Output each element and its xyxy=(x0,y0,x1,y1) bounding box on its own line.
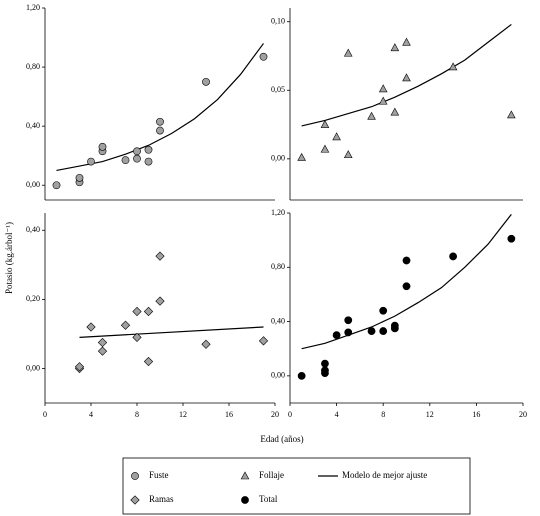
point xyxy=(202,77,210,86)
point xyxy=(378,96,388,105)
point xyxy=(448,62,458,71)
point xyxy=(321,359,329,368)
point xyxy=(378,84,388,93)
point xyxy=(98,142,107,151)
point xyxy=(390,321,399,330)
x-tick-label: 12 xyxy=(426,410,434,419)
point xyxy=(155,296,165,306)
point xyxy=(52,181,61,190)
x-tick-label: 4 xyxy=(89,410,93,419)
x-tick-label: 0 xyxy=(43,410,47,419)
point xyxy=(402,256,411,265)
point xyxy=(390,107,400,116)
point xyxy=(367,327,376,335)
point xyxy=(144,145,153,154)
point xyxy=(320,144,330,153)
legend-box xyxy=(122,457,471,515)
fit-line xyxy=(301,23,512,127)
point xyxy=(97,346,108,356)
point xyxy=(121,156,130,165)
point xyxy=(332,331,341,340)
fit-line xyxy=(56,43,264,172)
x-tick-label: 20 xyxy=(519,410,527,419)
legend-label: Total xyxy=(259,494,278,504)
point xyxy=(143,356,154,367)
x-tick-label: 8 xyxy=(135,410,139,419)
y-tick-label: 1,20 xyxy=(271,208,285,217)
point xyxy=(379,327,388,335)
legend-label: Fuste xyxy=(149,470,169,480)
point xyxy=(507,110,516,119)
point xyxy=(402,282,411,291)
point xyxy=(258,336,269,346)
legend-label: Follaje xyxy=(259,470,284,480)
point xyxy=(144,157,153,166)
legend-marker xyxy=(131,472,139,480)
y-tick-label: 0,40 xyxy=(271,316,285,325)
x-axis-label: Edad (años) xyxy=(260,434,303,444)
fit-line xyxy=(301,213,512,350)
legend-marker xyxy=(240,471,250,480)
point xyxy=(449,252,457,261)
point xyxy=(156,126,164,135)
x-tick-label: 12 xyxy=(179,410,187,419)
point xyxy=(332,132,341,141)
x-tick-label: 16 xyxy=(472,410,480,419)
point xyxy=(402,37,411,46)
point xyxy=(343,48,353,57)
point xyxy=(321,366,329,375)
y-tick-label: 0,80 xyxy=(26,62,40,71)
point xyxy=(74,362,85,372)
point xyxy=(86,322,96,332)
x-tick-label: 0 xyxy=(288,410,292,419)
y-tick-label: 0,40 xyxy=(26,225,40,234)
point xyxy=(343,150,353,159)
point xyxy=(97,337,108,348)
fit-line xyxy=(79,326,264,338)
point xyxy=(379,306,388,315)
y-tick-label: 0,00 xyxy=(271,154,285,163)
y-tick-label: 0,10 xyxy=(271,17,285,26)
point xyxy=(75,173,84,182)
x-tick-label: 8 xyxy=(381,410,385,419)
point xyxy=(344,316,353,325)
point xyxy=(297,371,306,380)
point xyxy=(390,43,400,52)
y-axis-label: Potasio (kg.árbol⁻¹) xyxy=(4,222,14,294)
x-tick-label: 16 xyxy=(225,410,233,419)
y-tick-label: 0,05 xyxy=(271,85,285,94)
point xyxy=(120,320,131,330)
legend-label: Modelo de mejor ajuste xyxy=(342,470,427,480)
point xyxy=(201,339,211,349)
point xyxy=(133,154,141,163)
y-tick-label: 0,20 xyxy=(26,294,40,303)
legend-marker xyxy=(130,495,140,505)
point xyxy=(297,152,306,161)
point xyxy=(143,306,154,317)
point xyxy=(402,73,411,82)
point xyxy=(132,332,142,342)
point xyxy=(344,328,353,337)
y-tick-label: 0,00 xyxy=(26,180,40,189)
point xyxy=(320,119,330,128)
point xyxy=(133,147,141,156)
legend-marker xyxy=(241,496,249,504)
y-tick-label: 1,20 xyxy=(26,3,40,12)
y-tick-label: 0,40 xyxy=(26,121,40,130)
point xyxy=(259,52,268,61)
y-tick-label: 0,80 xyxy=(271,262,285,271)
y-tick-label: 0,00 xyxy=(26,363,40,372)
legend-label: Ramas xyxy=(149,494,174,504)
point xyxy=(132,306,142,317)
point xyxy=(156,117,164,126)
point xyxy=(155,251,165,261)
y-tick-label: 0,00 xyxy=(271,371,285,380)
x-tick-label: 20 xyxy=(271,410,279,419)
x-tick-label: 4 xyxy=(335,410,339,419)
point xyxy=(507,234,516,243)
point xyxy=(87,157,95,166)
point xyxy=(367,111,376,120)
